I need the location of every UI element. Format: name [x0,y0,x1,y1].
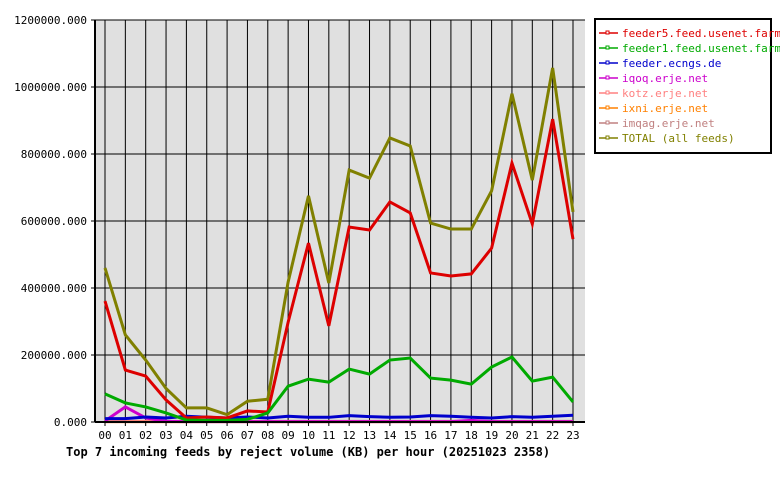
legend-item: feeder5.feed.usenet.farm [599,27,780,40]
chart-title: Top 7 incoming feeds by reject volume (K… [66,445,550,459]
series-line-feeder5-feed-usenet-farm [103,118,575,420]
legend-marker-icon [605,105,610,110]
x-tick-label-07: 07 [241,429,254,442]
x-tick-label-01: 01 [119,429,132,442]
legend-item: imqag.erje.net [599,117,715,130]
legend-label: iqoq.erje.net [622,72,708,85]
legend-label: feeder1.feed.usenet.farm [622,42,780,55]
legend-item: iqoq.erje.net [599,72,708,85]
y-tick-label: 800000.000 [21,148,87,161]
legend-label: TOTAL (all feeds) [622,132,735,145]
legend-label: ixni.erje.net [622,102,708,115]
legend-item: TOTAL (all feeds) [599,132,735,145]
x-tick-label-17: 17 [444,429,457,442]
legend-marker-icon [605,90,610,95]
y-tick-label: 200000.000 [21,349,87,362]
legend-label: imqag.erje.net [622,117,715,130]
y-tick-label: 0.000 [54,416,87,429]
x-tick-label-15: 15 [404,429,417,442]
x-tick-label-22: 22 [546,429,559,442]
series-line-total-all-feeds- [103,67,575,417]
x-tick-label-04: 04 [180,429,194,442]
x-tick-label-23: 23 [566,429,579,442]
legend-label: feeder.ecngs.de [622,57,721,70]
legend-marker-icon [605,45,610,50]
legend-item: feeder1.feed.usenet.farm [599,42,780,55]
x-tick-label-16: 16 [424,429,437,442]
x-tick-label-02: 02 [139,429,152,442]
x-tick-label-19: 19 [485,429,498,442]
legend-item: feeder.ecngs.de [599,57,721,70]
x-tick-label-00: 00 [98,429,111,442]
x-tick-label-05: 05 [200,429,213,442]
x-tick-label-18: 18 [465,429,478,442]
legend-marker-icon [605,75,610,80]
legend-label: kotz.erje.net [622,87,708,100]
x-tick-label-09: 09 [282,429,295,442]
y-tick-label: 600000.000 [21,215,87,228]
x-tick-label-06: 06 [220,429,233,442]
series-line-feeder1-feed-usenet-farm [104,355,575,422]
legend-marker-icon [605,30,610,35]
x-tick-label-12: 12 [343,429,356,442]
x-tick-label-14: 14 [383,429,397,442]
x-tick-label-10: 10 [302,429,315,442]
legend-item: ixni.erje.net [599,102,708,115]
y-tick-label: 400000.000 [21,282,87,295]
y-tick-label: 1200000.000 [14,14,87,27]
x-tick-label-21: 21 [526,429,539,442]
legend-marker-icon [605,60,610,65]
x-tick-label-03: 03 [159,429,172,442]
x-tick-label-13: 13 [363,429,376,442]
legend-marker-icon [605,120,610,125]
legend-marker-icon [605,135,610,140]
x-tick-label-20: 20 [505,429,518,442]
legend-item: kotz.erje.net [599,87,708,100]
y-tick-label: 1000000.000 [14,81,87,94]
legend: feeder5.feed.usenet.farm feeder1.feed.use… [594,18,780,154]
x-tick-label-11: 11 [322,429,335,442]
x-tick-label-08: 08 [261,429,274,442]
legend-label: feeder5.feed.usenet.farm [622,27,780,40]
